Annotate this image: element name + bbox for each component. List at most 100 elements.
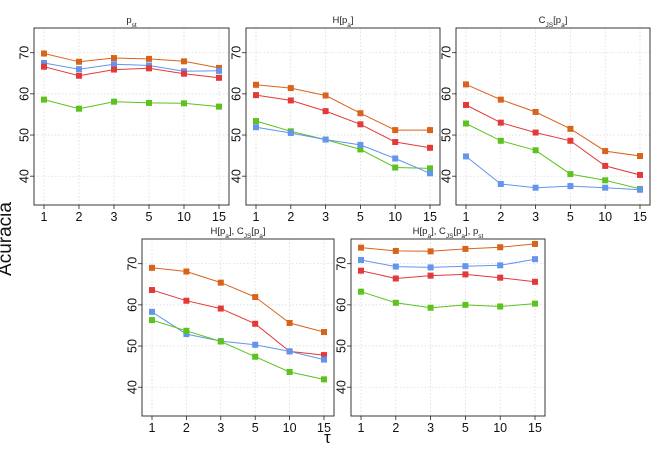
data-point-red [217,305,224,312]
data-point-red [183,297,190,304]
x-tick-label: 3 [217,421,224,435]
data-point-orange [392,127,399,134]
data-point-red [146,65,152,72]
data-point-green [286,368,293,375]
y-tick-label: 70 [17,46,31,60]
data-point-blue [462,263,469,270]
data-point-blue [637,186,643,193]
data-point-orange [392,247,399,254]
series-line-orange [43,53,220,69]
data-point-green [497,137,504,144]
y-tick-label: 60 [439,87,453,101]
data-point-red [287,97,294,104]
data-point-orange [497,244,504,251]
panel-frame [33,27,230,206]
series-line-red [151,289,325,356]
y-tick-label: 70 [334,257,348,271]
data-point-red [532,278,538,285]
data-point-blue [358,256,364,263]
panel-5: H[pa], CJS[pa], pst 40 50 60 70 1 2 3 5 10 15 [334,226,546,435]
data-point-green [253,118,259,125]
data-point-green [427,304,434,311]
data-point-blue [252,341,259,348]
x-axis-label: τ [324,428,331,447]
series-line-green [360,291,536,309]
series-line-orange [255,84,430,131]
data-point-green [252,353,259,360]
y-tick-label: 50 [125,339,139,353]
y-tick-label: 40 [439,169,453,183]
x-tick-label: 10 [388,210,402,224]
data-point-blue [567,183,574,190]
x-tick-label: 3 [322,210,329,224]
y-tick-label: 70 [125,257,139,271]
series-line-blue [151,311,325,361]
data-point-blue [286,348,293,355]
panel-title: pst [126,15,137,29]
x-tick-label: 10 [493,421,507,435]
data-point-red [567,137,574,144]
data-point-blue [463,153,469,160]
data-point-orange [321,329,327,336]
data-point-green [41,96,47,103]
data-point-orange [427,248,434,255]
y-tick-label: 60 [334,298,348,312]
data-point-orange [602,148,609,155]
data-point-orange [217,279,224,286]
data-point-orange [497,96,504,103]
data-point-green [358,288,364,295]
panel-frame [455,27,651,206]
data-point-green [181,100,187,107]
y-tick-label: 50 [17,128,31,142]
x-tick-label: 5 [146,210,153,224]
data-point-red [497,274,504,281]
data-point-orange [567,125,574,132]
data-point-blue [427,264,434,271]
series-line-green [151,319,325,380]
x-tick-label: 5 [357,210,364,224]
x-tick-label: 10 [283,421,297,435]
y-tick-label: 50 [334,339,348,353]
series-line-blue [465,156,641,191]
data-point-orange [322,92,329,99]
data-point-green [532,300,538,307]
series-line-red [360,270,536,283]
x-tick-label: 3 [427,421,434,435]
data-point-orange [252,294,259,301]
data-point-green [567,171,574,178]
data-point-red [392,139,399,146]
panel-title: CJS[pa] [539,15,568,29]
data-point-orange [637,153,643,160]
panel-1: pst 40 50 60 70 1 2 3 5 10 15 [17,15,230,224]
x-tick-label: 15 [317,421,331,435]
data-point-red [252,320,259,327]
data-point-red [637,171,643,178]
series-line-red [255,94,431,149]
data-point-orange [41,50,47,57]
data-point-orange [287,85,294,92]
x-tick-label: 5 [462,421,469,435]
panel-4: H[pa], CJS[pa] 40 50 60 70 1 2 3 5 10 15 [125,226,335,435]
data-point-orange [357,110,364,117]
data-point-red [111,66,117,73]
data-point-blue [497,262,504,269]
data-point-blue [321,356,327,363]
series-line-blue [255,126,431,174]
data-point-red [497,119,504,126]
data-point-orange [149,264,155,271]
series-line-green [43,99,220,110]
data-point-green [357,146,364,153]
data-point-blue [427,170,433,177]
y-tick-label: 40 [17,169,31,183]
x-tick-label: 1 [358,421,365,435]
data-point-red [321,352,327,359]
x-tick-label: 2 [497,210,504,224]
data-point-orange [146,55,152,62]
data-point-red [76,72,82,79]
x-tick-label: 1 [41,210,48,224]
series-line-blue [360,258,536,268]
data-point-green [427,165,433,172]
series-line-orange [465,83,641,157]
